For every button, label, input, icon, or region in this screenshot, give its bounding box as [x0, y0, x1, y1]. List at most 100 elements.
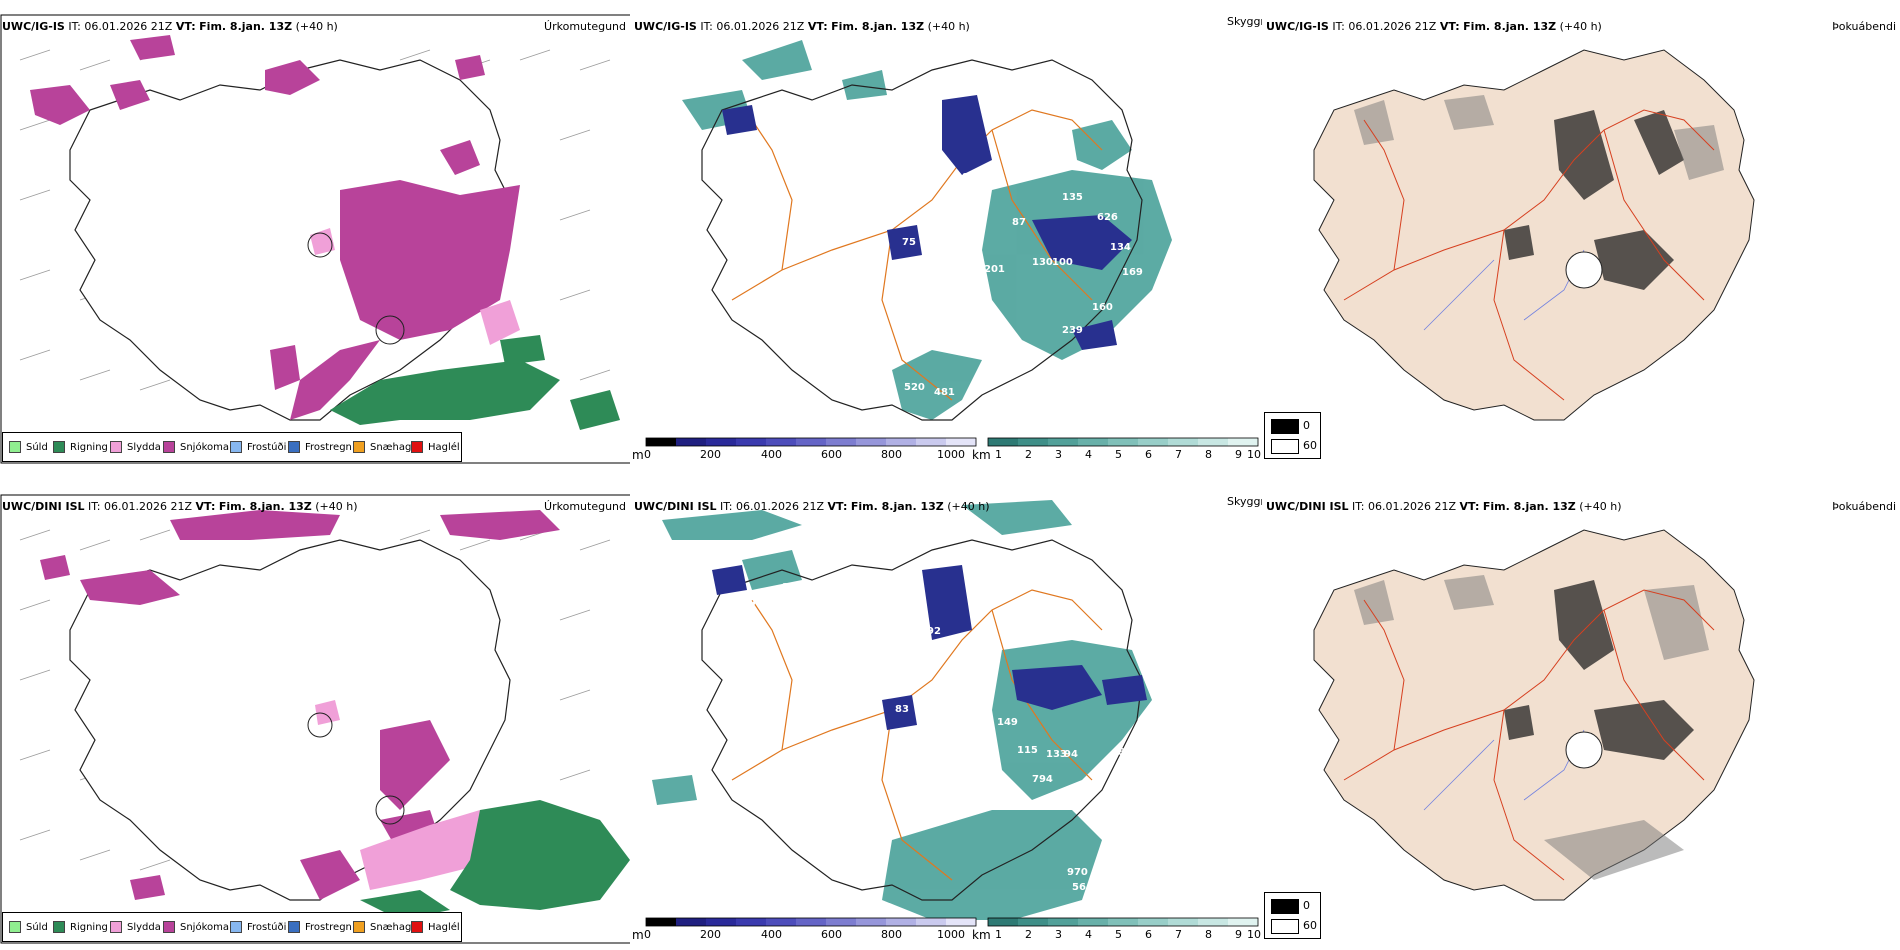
vis-label: 130	[1032, 257, 1053, 268]
legend-swatch-light	[1271, 439, 1299, 454]
colorbar-tick: 5	[1115, 448, 1122, 461]
vis-label: 298	[1164, 872, 1185, 883]
panel-ig-precip-type: UWC/IG-IS IT: 06.01.2026 21Z VT: Fim. 8.…	[0, 0, 630, 465]
vis-label: 92	[1118, 342, 1132, 353]
vis-label: 87	[1012, 217, 1026, 228]
colorbar-tick: 0	[644, 448, 651, 461]
vis-label: 983	[1122, 507, 1143, 518]
vis-label: 160	[1092, 302, 1113, 313]
colorbar-tick: 7	[1175, 928, 1182, 941]
colorbar-tick: 9	[1235, 448, 1242, 461]
visibility-colorbar	[645, 437, 1259, 447]
map-precip-type-dini	[0, 494, 630, 944]
panel-title: UWC/IG-IS IT: 06.01.2026 21Z VT: Fim. 8.…	[634, 20, 970, 33]
vis-label: 398	[782, 582, 803, 593]
legend-item-frostudi: Frostúði	[230, 921, 286, 933]
visibility-colorbar	[645, 917, 1259, 927]
vis-label: 56	[1072, 882, 1086, 893]
colorbar-tick: 1	[995, 448, 1002, 461]
legend-item-sudl: Súld	[9, 441, 48, 453]
map-fog-index-ig	[1313, 49, 1755, 421]
colorbar-unit-km: km	[972, 928, 991, 942]
panel-title: UWC/IG-IS IT: 06.01.2026 21Z VT: Fim. 8.…	[1266, 20, 1602, 33]
colorbar-tick: 800	[881, 448, 902, 461]
panel-field-name: Skyggni	[1227, 15, 1262, 28]
panel-field-name: Úrkomutegund	[544, 500, 626, 513]
vis-label: 112	[848, 244, 869, 255]
vis-label: 149	[997, 717, 1018, 728]
panel-title: UWC/DINI ISL IT: 06.01.2026 21Z VT: Fim.…	[634, 500, 990, 513]
legend-item-snjokoma: Snjókoma	[163, 921, 229, 933]
legend-value: 0	[1303, 899, 1310, 912]
legend-item-snaehagl: Snæhagl	[353, 921, 414, 933]
legend-item-snaehagl: Snæhagl	[353, 441, 414, 453]
panel-field-name: Þokuábendi	[1832, 20, 1896, 33]
visibility-value-labels: 983 499 398 92 83 115 133 94 89 794 149 …	[742, 507, 1185, 903]
vis-label: 481	[934, 387, 955, 398]
vis-label: 499	[742, 598, 763, 609]
colorbar-tick: 2	[1025, 928, 1032, 941]
legend-item-slydda: Slydda	[110, 441, 161, 453]
legend-item-slydda: Slydda	[110, 921, 161, 933]
vis-label: 88	[962, 172, 976, 183]
fog-index-legend: 0 60	[1264, 892, 1321, 939]
vis-label: 134	[1110, 242, 1131, 253]
map-visibility-dini: 983 499 398 92 83 115 133 94 89 794 149 …	[652, 500, 1185, 920]
colorbar-tick: 0	[644, 928, 651, 941]
legend-value: 60	[1303, 919, 1317, 932]
colorbar-tick: 4	[1085, 928, 1092, 941]
vis-label: 254	[1102, 892, 1123, 903]
vis-label: 136	[962, 250, 983, 261]
colorbar-tick: 200	[700, 448, 721, 461]
colorbar-tick: 400	[761, 928, 782, 941]
panel-field-name: Úrkomutegund	[544, 20, 626, 33]
colorbar-tick: 10	[1247, 448, 1261, 461]
vis-label: 626	[1097, 212, 1118, 223]
colorbar-tick: 10	[1247, 928, 1261, 941]
colorbar-tick: 1	[995, 928, 1002, 941]
colorbar-tick: 3	[1055, 928, 1062, 941]
vis-label: 94	[1064, 749, 1078, 760]
map-precip-type-ig	[0, 14, 630, 464]
legend-item-snjokoma: Snjókoma	[163, 441, 229, 453]
colorbar-tick: 600	[821, 928, 842, 941]
fog-index-legend: 0 60	[1264, 412, 1321, 459]
vis-label: 92	[927, 626, 941, 637]
panel-field-name: Þokuábendi	[1832, 500, 1896, 513]
legend-value: 60	[1303, 439, 1317, 452]
panel-ig-visibility: 75 88 112 136 201 130 100 87 135 626 134…	[632, 0, 1262, 465]
vis-label: 83	[895, 704, 909, 715]
panel-title: UWC/DINI ISL IT: 06.01.2026 21Z VT: Fim.…	[1266, 500, 1622, 513]
colorbar-unit-km: km	[972, 448, 991, 462]
colorbar-tick: 9	[1235, 928, 1242, 941]
colorbar-tick: 1000	[937, 928, 965, 941]
colorbar-tick: 6	[1145, 928, 1152, 941]
vis-label: 794	[1032, 774, 1053, 785]
legend-swatch-dark	[1271, 419, 1299, 434]
map-visibility-ig: 75 88 112 136 201 130 100 87 135 626 134…	[682, 40, 1172, 421]
legend-value: 0	[1303, 419, 1310, 432]
vis-label: 100	[1052, 257, 1073, 268]
panel-field-name: Skyggni	[1227, 495, 1262, 508]
colorbar-tick: 8	[1205, 448, 1212, 461]
vis-label: 312	[1142, 874, 1163, 885]
legend-item-haglel: Haglél	[411, 441, 460, 453]
colorbar-tick: 7	[1175, 448, 1182, 461]
panel-dini-precip-type: UWC/DINI ISL IT: 06.01.2026 21Z VT: Fim.…	[0, 480, 630, 945]
panel-title: UWC/IG-IS IT: 06.01.2026 21Z VT: Fim. 8.…	[2, 20, 338, 33]
legend-swatch-dark	[1271, 899, 1299, 914]
colorbar-tick: 4	[1085, 448, 1092, 461]
colorbar-tick: 400	[761, 448, 782, 461]
colorbar-tick: 5	[1115, 928, 1122, 941]
colorbar-tick: 200	[700, 928, 721, 941]
panel-dini-visibility: 983 499 398 92 83 115 133 94 89 794 149 …	[632, 480, 1262, 945]
panel-dini-fog-index: UWC/DINI ISL IT: 06.01.2026 21Z VT: Fim.…	[1264, 480, 1900, 945]
colorbar-tick: 2	[1025, 448, 1032, 461]
legend-item-rigning: Rigning	[53, 441, 108, 453]
vis-label: 201	[984, 264, 1005, 275]
panel-title: UWC/DINI ISL IT: 06.01.2026 21Z VT: Fim.…	[2, 500, 358, 513]
panel-ig-fog-index: UWC/IG-IS IT: 06.01.2026 21Z VT: Fim. 8.…	[1264, 0, 1900, 465]
vis-label: 115	[1017, 745, 1038, 756]
vis-label: 970	[1067, 867, 1088, 878]
colorbar-tick: 3	[1055, 448, 1062, 461]
